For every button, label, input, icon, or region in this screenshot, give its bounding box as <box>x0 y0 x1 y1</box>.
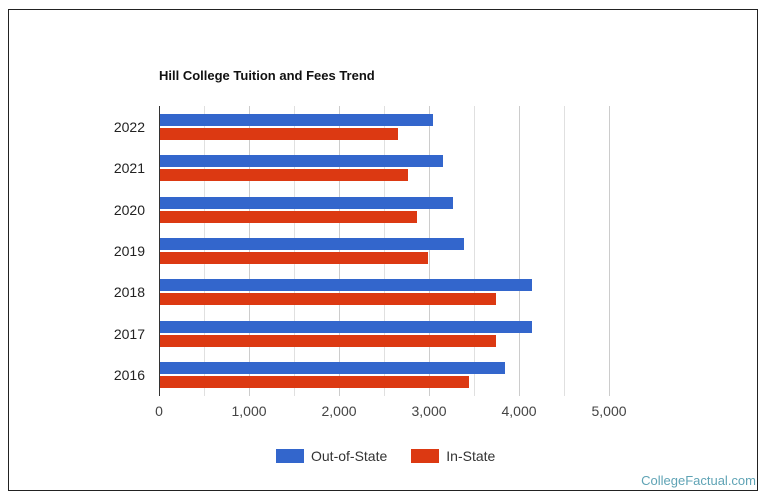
legend-swatch <box>276 449 304 463</box>
y-tick-label: 2019 <box>113 242 145 259</box>
bar-2022-in-state[interactable] <box>160 128 398 140</box>
x-tick-label: 5,000 <box>591 403 627 419</box>
bar-2016-in-state[interactable] <box>160 375 469 388</box>
x-tick-label: 4,000 <box>501 403 537 419</box>
bar-2020-out-of-state[interactable] <box>160 196 454 209</box>
x-tick-label: 2,000 <box>321 403 357 419</box>
y-tick-label: 2021 <box>113 160 145 177</box>
bar-2018-in-state[interactable] <box>160 293 496 306</box>
y-tick-label: 2022 <box>113 119 145 135</box>
bar-2021-out-of-state[interactable] <box>160 155 443 168</box>
bar-2022-out-of-state[interactable] <box>160 114 433 126</box>
legend-swatch <box>411 449 440 463</box>
bar-2017-in-state[interactable] <box>160 334 496 347</box>
legend-label: In-State <box>446 448 496 464</box>
gridline <box>519 106 520 396</box>
legend-label: Out-of-State <box>311 448 388 464</box>
y-axis-line <box>159 106 160 396</box>
x-tick-label: 0 <box>155 403 163 419</box>
bar-2018-out-of-state[interactable] <box>160 279 532 292</box>
y-tick-label: 2020 <box>113 201 145 218</box>
bar-2019-out-of-state[interactable] <box>160 237 465 250</box>
gridline <box>294 106 295 396</box>
x-tick-label: 3,000 <box>411 403 447 419</box>
bar-2019-in-state[interactable] <box>160 251 429 264</box>
gridline <box>474 106 475 396</box>
bar-2020-in-state[interactable] <box>160 210 418 223</box>
legend-item[interactable]: Out-of-State <box>276 448 387 464</box>
y-tick-label: 2018 <box>113 284 145 301</box>
gridline <box>384 106 385 396</box>
gridline <box>339 106 340 396</box>
y-tick-label: 2017 <box>113 325 145 342</box>
x-tick-label: 1,000 <box>231 403 267 419</box>
gridline <box>249 106 250 396</box>
gridline <box>429 106 430 396</box>
chart-legend: Out-of-State In-State <box>276 448 519 464</box>
gridline <box>609 106 610 396</box>
bar-2017-out-of-state[interactable] <box>160 320 532 333</box>
legend-item[interactable]: In-State <box>411 448 495 464</box>
bar-2021-in-state[interactable] <box>160 169 409 182</box>
y-tick-label: 2016 <box>113 366 145 383</box>
bar-2016-out-of-state[interactable] <box>160 361 505 374</box>
source-credit[interactable]: CollegeFactual.com <box>641 473 756 488</box>
gridline <box>564 106 565 396</box>
chart-title: Hill College Tuition and Fees Trend <box>159 68 375 83</box>
gridline <box>204 106 205 396</box>
chart-frame <box>8 9 758 491</box>
